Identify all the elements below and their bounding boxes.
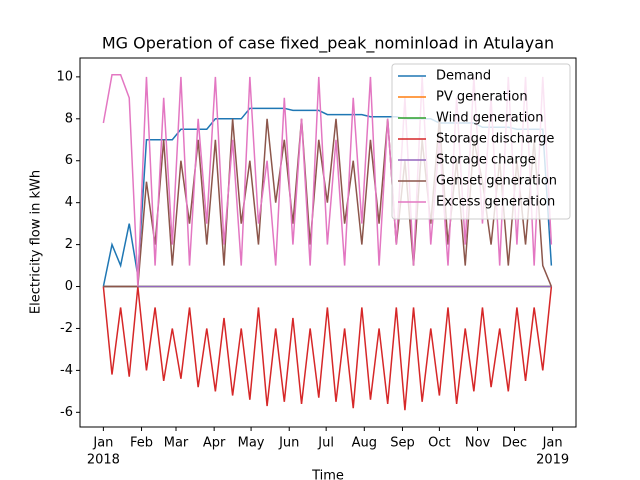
- legend-label: Genset generation: [436, 174, 557, 189]
- x-tick-label: Jan: [92, 436, 113, 451]
- legend-label: Storage discharge: [436, 132, 554, 147]
- legend-label: PV generation: [436, 90, 528, 105]
- x-tick-label: Jul: [317, 436, 334, 451]
- x-tick-label: Jan: [542, 436, 563, 451]
- x-tick-label: Nov: [465, 436, 491, 451]
- x-tick-label: Apr: [203, 436, 226, 451]
- legend-label: Storage charge: [436, 153, 536, 168]
- x-axis-label: Time: [311, 469, 344, 480]
- x-tick-label: May: [238, 436, 265, 451]
- plot-frame: [79, 57, 577, 428]
- x-tick-label: Oct: [428, 436, 450, 451]
- x-tick-label: Aug: [352, 436, 377, 451]
- legend-label: Demand: [436, 69, 491, 84]
- y-tick-label: 10: [56, 69, 73, 84]
- x-tick-label: Dec: [502, 436, 527, 451]
- legend-label: Wind generation: [436, 111, 544, 126]
- x-tick-year: 2018: [87, 453, 120, 468]
- x-tick-year: 2019: [536, 453, 569, 468]
- y-axis-label: Electricity flow in kWh: [29, 170, 44, 314]
- x-tick-label: Feb: [130, 436, 153, 451]
- y-tick-label: -6: [60, 405, 73, 420]
- y-tick-label: 8: [65, 111, 73, 126]
- y-tick-label: 2: [65, 237, 73, 252]
- y-tick-label: -2: [60, 321, 73, 336]
- x-tick-label: Sep: [390, 436, 415, 451]
- series-line: [102, 286, 553, 411]
- y-tick-label: 0: [65, 279, 73, 294]
- legend-box: [391, 63, 571, 220]
- y-tick-label: 4: [65, 195, 73, 210]
- legend-label: Excess generation: [436, 195, 555, 210]
- y-tick-label: -4: [60, 363, 73, 378]
- x-tick-label: Mar: [164, 436, 189, 451]
- y-tick-label: 6: [65, 153, 73, 168]
- chart-title: MG Operation of case fixed_peak_nominloa…: [102, 34, 554, 54]
- x-tick-label: Jun: [278, 436, 299, 451]
